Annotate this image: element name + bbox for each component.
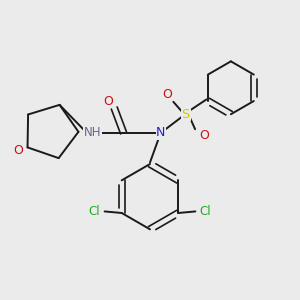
Text: Cl: Cl: [200, 205, 211, 218]
Text: O: O: [162, 88, 172, 100]
Text: S: S: [182, 108, 190, 121]
Text: O: O: [199, 129, 209, 142]
Text: Cl: Cl: [89, 205, 100, 218]
Text: N: N: [156, 126, 166, 140]
Text: NH: NH: [84, 126, 101, 140]
Text: O: O: [13, 144, 23, 157]
Text: O: O: [103, 95, 113, 108]
